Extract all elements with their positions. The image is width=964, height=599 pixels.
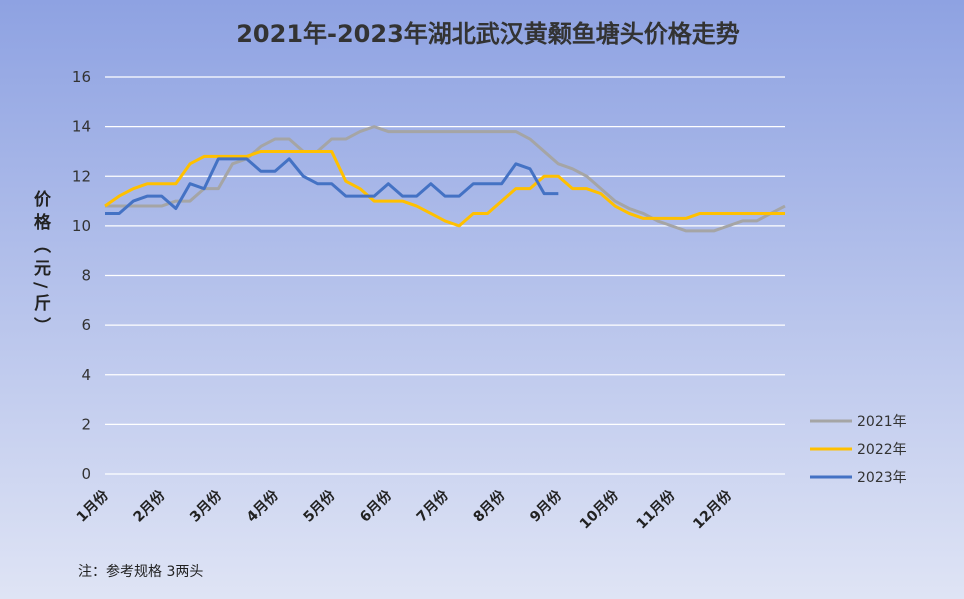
x-tick-label: 6月份: [356, 486, 395, 525]
x-tick-label: 8月份: [470, 486, 509, 525]
x-tick-label: 4月份: [243, 486, 282, 525]
y-axis-label: 价格（元/斤）: [30, 190, 51, 340]
y-tick-label: 10: [72, 217, 91, 235]
y-tick-label: 8: [81, 267, 91, 285]
y-tick-label: 0: [81, 465, 91, 483]
x-tick-label: 9月份: [526, 486, 565, 525]
y-tick-label: 4: [81, 366, 91, 384]
x-tick-label: 1月份: [73, 486, 112, 525]
y-tick-label: 2: [81, 415, 91, 433]
x-tick-label: 10月份: [576, 486, 622, 532]
legend-label: 2022年: [857, 442, 907, 458]
y-tick-label: 6: [81, 316, 91, 334]
chart-title: 2021年-2023年湖北武汉黄颡鱼塘头价格走势: [236, 20, 740, 48]
x-tick-label: 5月份: [300, 486, 339, 525]
x-tick-label: 7月份: [413, 486, 452, 525]
y-tick-label: 16: [72, 68, 91, 86]
legend-label: 2023年: [857, 470, 907, 486]
x-tick-label: 12月份: [690, 486, 736, 532]
series-line: [104, 149, 785, 228]
y-tick-label: 14: [72, 118, 91, 136]
x-tick-label: 2月份: [130, 486, 169, 525]
legend-label: 2021年: [857, 414, 907, 430]
note: 注：参考规格 3两头: [78, 563, 203, 580]
series-line: [105, 157, 559, 215]
x-tick-label: 11月份: [633, 486, 679, 532]
x-tick-label: 3月份: [186, 486, 225, 525]
series-line: [105, 125, 786, 233]
y-tick-label: 12: [72, 167, 91, 185]
